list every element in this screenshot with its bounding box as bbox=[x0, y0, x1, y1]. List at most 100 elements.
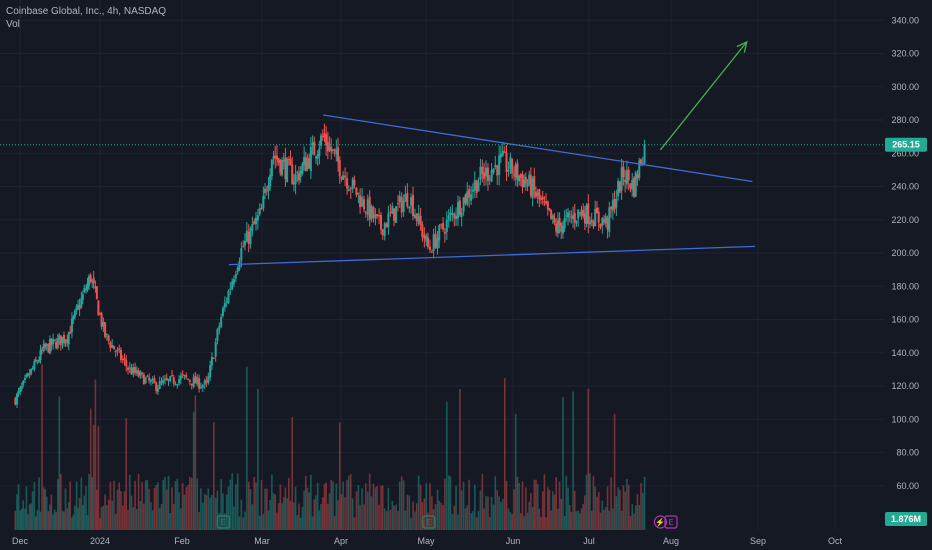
volume-bar bbox=[492, 504, 495, 530]
volume-bar bbox=[61, 510, 64, 530]
candle-body bbox=[55, 341, 58, 349]
candle-body bbox=[578, 212, 581, 214]
volume-bar bbox=[125, 418, 128, 530]
volume-bar bbox=[100, 506, 103, 530]
candle-body bbox=[119, 350, 122, 361]
candle-body bbox=[545, 201, 548, 204]
candle-body bbox=[462, 197, 465, 212]
volume-bar bbox=[436, 489, 439, 530]
volume-bar bbox=[28, 504, 31, 530]
earnings-marker-icon[interactable] bbox=[216, 515, 230, 529]
volume-bar bbox=[89, 408, 92, 530]
volume-bar bbox=[638, 504, 641, 530]
volume-bar bbox=[143, 503, 145, 530]
candle-body bbox=[608, 207, 611, 233]
last-price-label: 265.15 bbox=[892, 140, 920, 150]
volume-bar bbox=[370, 496, 373, 530]
candle-body bbox=[58, 335, 61, 340]
volume-bar bbox=[45, 496, 48, 530]
y-tick-label: 100.00 bbox=[891, 414, 919, 424]
candle-body bbox=[30, 368, 33, 374]
volume-bar bbox=[288, 477, 290, 530]
volume-bar bbox=[86, 515, 89, 530]
last-volume-label: 1.876M bbox=[891, 514, 921, 524]
candle-body bbox=[415, 213, 418, 221]
candle-body bbox=[80, 298, 83, 308]
candle-body bbox=[127, 367, 130, 370]
candle-body bbox=[538, 189, 541, 200]
volume-bar bbox=[485, 495, 487, 530]
dividend-marker-icon[interactable] bbox=[653, 515, 668, 529]
volume-bar bbox=[44, 489, 47, 530]
candle-body bbox=[38, 359, 41, 362]
volume-bar bbox=[363, 504, 365, 530]
candle-body bbox=[64, 340, 67, 344]
volume-bar bbox=[96, 489, 98, 530]
candle-body bbox=[165, 377, 168, 380]
candle-body bbox=[44, 344, 47, 348]
candle-body bbox=[258, 208, 261, 215]
volume-bar bbox=[277, 503, 280, 530]
candle-body bbox=[171, 374, 174, 376]
candle-body bbox=[613, 199, 616, 210]
volume-bar bbox=[414, 511, 416, 530]
candle-body bbox=[434, 233, 437, 248]
candle-body bbox=[229, 288, 232, 291]
candle-body bbox=[220, 317, 223, 327]
event-markers[interactable]: E E ⚡ E bbox=[216, 515, 678, 529]
volume-bar bbox=[434, 504, 437, 530]
volume-bar bbox=[42, 487, 45, 530]
volume-bar bbox=[449, 476, 452, 530]
earnings-marker-icon[interactable] bbox=[422, 515, 436, 529]
volume-bar bbox=[519, 512, 522, 530]
candle-body bbox=[631, 179, 634, 190]
volume-bar bbox=[590, 510, 593, 530]
volume-bar bbox=[83, 495, 86, 530]
volume-bar bbox=[30, 503, 32, 530]
trendlines[interactable] bbox=[228, 40, 756, 266]
volume-bar bbox=[313, 499, 316, 530]
candle-body bbox=[398, 196, 401, 203]
volume-bar bbox=[603, 509, 605, 530]
candle-body bbox=[543, 201, 546, 203]
volume-bar bbox=[137, 473, 140, 530]
volume-bar bbox=[627, 485, 630, 530]
volume-bar bbox=[19, 510, 22, 530]
candle-body bbox=[39, 349, 42, 361]
candle-body bbox=[190, 383, 193, 386]
volume-bar bbox=[351, 498, 354, 530]
y-tick-label: 200.00 bbox=[891, 248, 919, 258]
volume-bar bbox=[264, 488, 266, 530]
volume-bar bbox=[579, 513, 581, 530]
candle-body bbox=[509, 157, 512, 169]
candle-body bbox=[528, 174, 531, 185]
candle-body bbox=[97, 300, 100, 316]
symbol-title[interactable]: Coinbase Global, Inc., 4h, NASDAQ bbox=[6, 6, 167, 17]
candle-body bbox=[172, 377, 175, 384]
volume-label[interactable]: Vol bbox=[6, 19, 20, 30]
candle-body bbox=[132, 367, 135, 374]
volume-bar bbox=[462, 481, 465, 530]
candle-body bbox=[483, 172, 486, 179]
candle-body bbox=[606, 218, 609, 230]
volume-bar bbox=[240, 499, 243, 530]
candle-body bbox=[294, 174, 297, 185]
volume-bar bbox=[257, 388, 259, 530]
volume-bar bbox=[513, 489, 515, 530]
time-axis[interactable]: Dec 2024 Feb Mar Apr May Jun Jul Aug Sep Oct bbox=[12, 536, 843, 546]
split-marker-icon[interactable] bbox=[664, 515, 678, 529]
candle-body bbox=[85, 289, 88, 291]
dividend-marker-label: ⚡ bbox=[655, 517, 665, 527]
volume-bar bbox=[368, 473, 371, 530]
volume-bar bbox=[547, 487, 549, 530]
volume-bar bbox=[192, 411, 195, 530]
earnings-marker-label: E bbox=[426, 518, 431, 527]
candle-body bbox=[353, 179, 356, 186]
candle-body bbox=[272, 156, 275, 159]
candle-body bbox=[292, 181, 295, 185]
price-axis[interactable]: 340.00 320.00 300.00 280.00 260.00 240.00 220.… bbox=[891, 15, 919, 491]
candle-body bbox=[26, 373, 29, 376]
volume-bar bbox=[71, 517, 73, 530]
candle-body bbox=[335, 149, 338, 155]
